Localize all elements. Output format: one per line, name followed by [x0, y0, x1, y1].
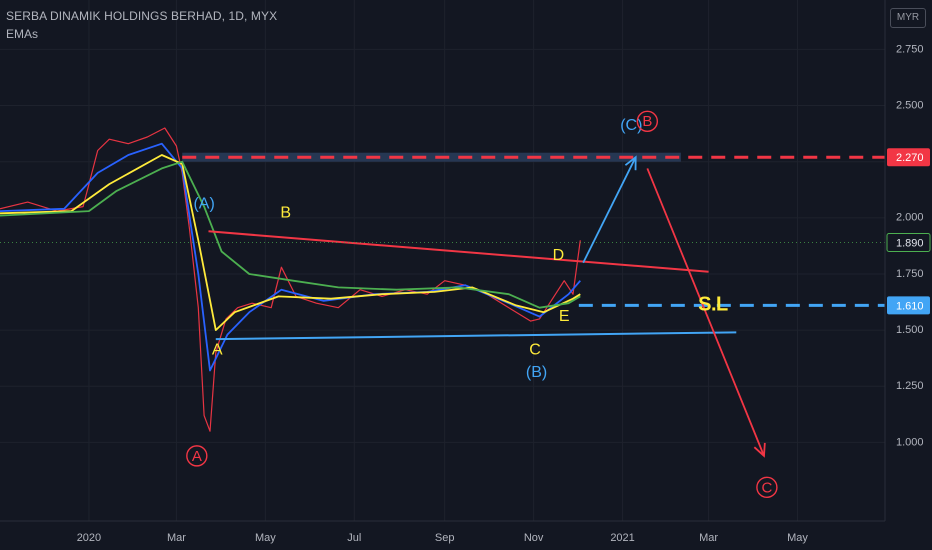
chart-header: SERBA DINAMIK HOLDINGS BERHAD, 1D, MYX E… — [6, 9, 278, 41]
wave-label: (C) — [620, 117, 642, 134]
trendline-support — [215, 331, 737, 341]
trendline-resistance — [208, 230, 709, 273]
circled-label-text: C — [761, 479, 772, 496]
symbol-title[interactable]: SERBA DINAMIK HOLDINGS BERHAD, 1D, MYX — [6, 9, 278, 23]
target-zone — [182, 152, 681, 162]
price-label-text: 1.890 — [896, 237, 924, 249]
forecast-arrows — [582, 155, 766, 458]
indicator-legend[interactable]: EMAs — [6, 27, 39, 41]
time-tick-label: Mar — [167, 532, 186, 544]
price-tick-label: 2.000 — [896, 212, 924, 224]
price-label-box — [886, 233, 931, 253]
wave-label: (A) — [193, 196, 214, 213]
forecast-arrow-1 — [646, 168, 765, 457]
price-label-box — [887, 148, 930, 167]
time-tick-label: 2021 — [610, 532, 634, 544]
time-tick-label: Jul — [347, 532, 361, 544]
circled-label-ring — [756, 476, 778, 499]
time-axis-bg — [0, 521, 932, 550]
circled-label-text: A — [192, 448, 202, 465]
wave-label: A — [212, 342, 223, 359]
wave-label: D — [553, 247, 565, 264]
time-tick-label: Sep — [435, 532, 455, 544]
trendlines-and-levels — [0, 155, 885, 341]
currency-button[interactable]: MYR — [890, 8, 926, 28]
time-tick-label: May — [255, 532, 276, 544]
forecast-arrow-head-1 — [753, 442, 766, 458]
time-tick-label: Mar — [699, 532, 718, 544]
price-tick-label: 2.750 — [896, 43, 924, 55]
series-ema-slow — [0, 160, 581, 309]
circled-label-ring — [186, 445, 208, 467]
price-label-box — [887, 296, 930, 315]
price-tick-label: 1.250 — [896, 380, 924, 392]
price-and-ema-series — [0, 127, 581, 432]
time-tick-label: Nov — [524, 532, 544, 544]
time-tick-label: May — [787, 532, 808, 544]
wave-label: E — [559, 308, 570, 325]
series-ema-mid — [0, 154, 581, 332]
forecast-arrow-head-0 — [624, 155, 637, 171]
circled-label-ring — [636, 110, 659, 132]
price-tick-label: 1.500 — [896, 324, 924, 336]
forecast-arrow-0 — [582, 156, 637, 264]
price-tick-label: 2.500 — [896, 99, 924, 111]
price-label-text: 1.610 — [896, 300, 924, 312]
wave-label: (B) — [526, 364, 547, 381]
price-label-text: 2.270 — [896, 152, 924, 164]
wave-label: B — [280, 205, 291, 222]
price-tick-label: 1.750 — [896, 268, 924, 280]
wave-label: C — [529, 342, 541, 359]
time-axis[interactable]: 2020 Mar May Jul Sep Nov 2021 Mar May — [0, 520, 932, 550]
wave-annotations: (A) B A D E C (B) (C) S.L B A C — [186, 110, 778, 499]
series-price — [0, 127, 581, 432]
price-tick-label: 1.000 — [896, 436, 924, 448]
price-labels: 2.270 1.890 1.610 — [886, 148, 931, 315]
circled-label-text: B — [642, 113, 652, 130]
grid — [0, 0, 885, 521]
wave-label: S.L — [698, 294, 728, 316]
time-tick-label: 2020 — [77, 532, 101, 544]
price-axis-bg — [885, 0, 932, 550]
target-zone-rect — [182, 152, 681, 162]
